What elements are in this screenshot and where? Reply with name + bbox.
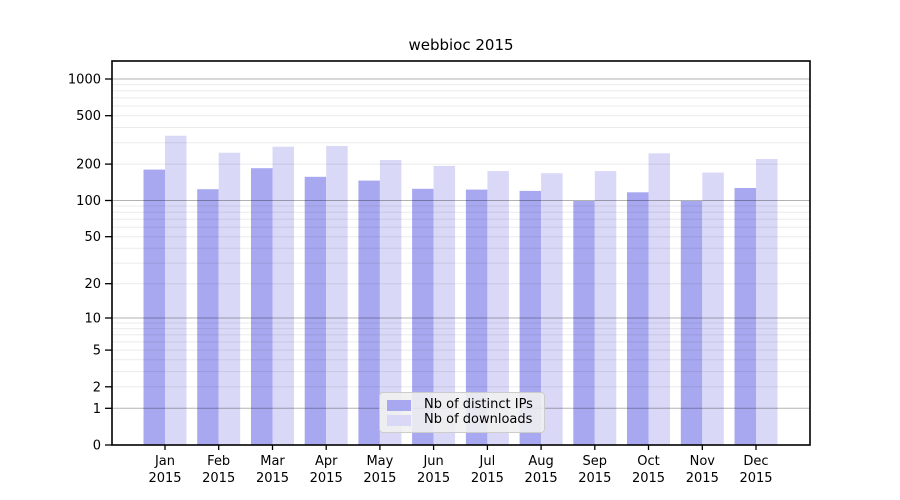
x-tick-label-year: 2015 xyxy=(525,471,558,486)
x-tick-label-year: 2015 xyxy=(632,471,665,486)
x-tick-label-year: 2015 xyxy=(686,471,719,486)
bar-downloads-aug xyxy=(541,173,563,445)
x-tick-label-month: Dec xyxy=(743,454,768,469)
x-tick-label-year: 2015 xyxy=(202,471,235,486)
x-tick-label-month: Jul xyxy=(479,454,496,469)
bar-downloads-dec xyxy=(756,159,778,445)
x-tick-label-year: 2015 xyxy=(471,471,504,486)
bar-ips-dec xyxy=(734,188,756,445)
bar-ips-aug xyxy=(519,190,542,445)
bar-ips-feb xyxy=(197,189,219,445)
x-tick-label-year: 2015 xyxy=(363,471,396,486)
bar-downloads-feb xyxy=(218,152,241,445)
legend: Nb of distinct IPs Nb of downloads xyxy=(379,392,545,433)
x-tick-label-month: Mar xyxy=(260,454,285,469)
bar-downloads-apr xyxy=(326,145,348,445)
bar-ips-sep xyxy=(573,201,595,445)
legend-label-downloads: Nb of downloads xyxy=(424,412,533,427)
x-tick-label-month: Jan xyxy=(154,454,175,469)
y-tick-label: 2 xyxy=(93,380,101,395)
y-tick-label: 5 xyxy=(93,344,101,359)
legend-item-downloads: Nb of downloads xyxy=(387,413,535,427)
x-tick-label-month: May xyxy=(366,454,393,469)
y-tick-label: 10 xyxy=(84,312,101,327)
bar-downloads-sep xyxy=(594,171,617,445)
x-tick-label-month: Oct xyxy=(637,454,659,469)
x-tick-label-year: 2015 xyxy=(578,471,611,486)
x-tick-label-year: 2015 xyxy=(310,471,343,486)
x-tick-label-month: Apr xyxy=(315,454,338,469)
bar-ips-jul xyxy=(465,189,488,445)
y-tick-label: 200 xyxy=(76,158,101,173)
x-tick-label-month: Jun xyxy=(422,454,443,469)
x-tick-label-month: Feb xyxy=(207,454,230,469)
bar-downloads-mar xyxy=(272,146,294,445)
y-tick-label: 0 xyxy=(93,439,101,454)
plot-border xyxy=(111,60,811,446)
x-tick-label-year: 2015 xyxy=(148,471,181,486)
x-tick-label-month: Aug xyxy=(528,454,553,469)
x-tick-label-month: Nov xyxy=(690,454,716,469)
x-tick-label-year: 2015 xyxy=(739,471,772,486)
y-tick-label: 1 xyxy=(93,402,101,417)
bar-ips-oct xyxy=(627,192,649,445)
legend-swatch-distinct-ips xyxy=(387,399,411,411)
y-tick-label: 50 xyxy=(84,230,101,245)
x-tick-label-year: 2015 xyxy=(417,471,450,486)
bar-ips-jan xyxy=(143,169,165,445)
x-tick-label-month: Sep xyxy=(583,454,608,469)
bar-ips-jun xyxy=(412,188,434,446)
bar-downloads-nov xyxy=(702,172,724,445)
y-tick-label: 100 xyxy=(76,194,101,209)
bar-downloads-may xyxy=(379,160,402,445)
legend-swatch-downloads xyxy=(387,414,411,426)
legend-label-distinct-ips: Nb of distinct IPs xyxy=(424,397,533,412)
legend-item-distinct-ips: Nb of distinct IPs xyxy=(387,398,535,412)
x-tick-label-year: 2015 xyxy=(256,471,289,486)
bar-ips-mar xyxy=(251,168,273,445)
bar-downloads-oct xyxy=(648,153,670,446)
bar-downloads-jan xyxy=(165,135,187,445)
bar-ips-nov xyxy=(680,201,703,445)
bar-downloads-jul xyxy=(487,171,509,445)
y-tick-label: 500 xyxy=(76,109,101,124)
bar-downloads-jun xyxy=(433,165,456,445)
bar-ips-apr xyxy=(304,176,327,446)
chart-title: webbioc 2015 xyxy=(408,36,514,54)
bar-ips-may xyxy=(358,180,380,445)
y-tick-label: 1000 xyxy=(68,73,101,88)
y-tick-label: 20 xyxy=(84,277,101,292)
